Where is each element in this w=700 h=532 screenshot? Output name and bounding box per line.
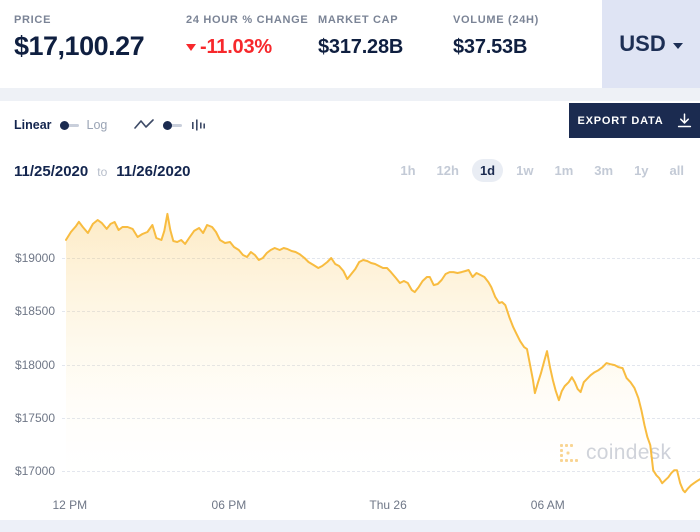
volume-value: $37.53B bbox=[453, 36, 528, 58]
time-range-all[interactable]: all bbox=[669, 163, 684, 178]
date-range-picker: 11/25/2020 to 11/26/2020 bbox=[14, 163, 191, 180]
charttype-toggle[interactable] bbox=[163, 120, 183, 130]
time-range-1m[interactable]: 1m bbox=[554, 163, 574, 178]
scale-toggle[interactable] bbox=[59, 120, 79, 130]
header-divider-band bbox=[0, 88, 700, 101]
stat-market-cap: MARKET CAP $317.28B bbox=[318, 14, 403, 59]
price-label: PRICE bbox=[14, 14, 52, 26]
price-line bbox=[65, 212, 700, 494]
date-range-row: 11/25/2020 to 11/26/2020 1h 12h 1d 1w 1m… bbox=[0, 155, 700, 195]
y-axis-label: $19000 bbox=[14, 251, 55, 265]
price-chart-panel: coindesk $19000$18500$18000$17500$170001… bbox=[0, 195, 700, 520]
price-value: $17,100.27 bbox=[14, 31, 145, 61]
triangle-down-icon bbox=[186, 44, 196, 51]
price-chart[interactable] bbox=[0, 195, 700, 520]
price-area-fill bbox=[66, 213, 700, 495]
export-data-label: EXPORT DATA bbox=[577, 114, 664, 127]
time-range-buttons: 1h 12h 1d 1w 1m 3m 1y all bbox=[392, 159, 692, 182]
time-range-1d[interactable]: 1d bbox=[471, 159, 504, 182]
stat-price: PRICE $17,100.27 bbox=[14, 14, 145, 62]
gridline bbox=[62, 258, 700, 259]
date-to-input[interactable]: 11/26/2020 bbox=[116, 163, 191, 180]
y-axis-label: $18000 bbox=[14, 357, 55, 372]
toggle-knob bbox=[163, 120, 173, 130]
linear-scale-label: Linear bbox=[14, 118, 52, 132]
x-axis-label: Thu 26 bbox=[369, 498, 407, 512]
y-axis-label: $17500 bbox=[14, 410, 55, 425]
toggle-knob bbox=[59, 120, 69, 130]
time-range-1h[interactable]: 1h bbox=[400, 163, 416, 178]
time-range-12h[interactable]: 12h bbox=[436, 163, 459, 178]
stat-volume: VOLUME (24H) $37.53B bbox=[453, 14, 539, 59]
stat-change: 24 HOUR % CHANGE -11.03% bbox=[186, 14, 308, 59]
scale-and-charttype-controls: Linear Log bbox=[14, 117, 206, 133]
time-range-3m[interactable]: 3m bbox=[594, 163, 614, 178]
change-value: -11.03% bbox=[200, 36, 272, 58]
market-cap-value: $317.28B bbox=[318, 36, 404, 58]
currency-value: USD bbox=[619, 31, 666, 56]
change-label: 24 HOUR % CHANGE bbox=[186, 14, 309, 26]
y-axis-label: $18500 bbox=[14, 304, 55, 319]
toggle-track bbox=[169, 123, 183, 127]
time-range-1y[interactable]: 1y bbox=[634, 163, 649, 178]
bottom-divider-band bbox=[0, 520, 700, 532]
change-value-wrap: -11.03% bbox=[186, 36, 308, 59]
candlestick-chart-icon[interactable] bbox=[190, 117, 206, 133]
chevron-down-icon bbox=[672, 43, 683, 49]
time-range-1w[interactable]: 1w bbox=[516, 163, 534, 178]
y-axis-label: $17000 bbox=[14, 464, 55, 478]
toggle-track bbox=[65, 123, 79, 127]
x-axis-label: 12 PM bbox=[52, 498, 88, 512]
x-axis-label: 06 PM bbox=[211, 498, 247, 512]
date-from-input[interactable]: 11/25/2020 bbox=[14, 163, 89, 180]
download-icon bbox=[677, 113, 691, 128]
x-axis-label: 06 AM bbox=[530, 498, 565, 512]
currency-dropdown[interactable]: USD bbox=[602, 0, 700, 88]
market-cap-label: MARKET CAP bbox=[318, 14, 399, 26]
line-chart-icon[interactable] bbox=[133, 117, 155, 133]
log-scale-label: Log bbox=[86, 118, 108, 132]
chart-controls-row: Linear Log EXPORT DATA bbox=[0, 101, 700, 155]
export-data-button[interactable]: EXPORT DATA bbox=[569, 103, 700, 138]
volume-label: VOLUME (24H) bbox=[453, 14, 540, 26]
price-stats-header: PRICE $17,100.27 24 HOUR % CHANGE -11.03… bbox=[0, 0, 700, 88]
date-to-label: to bbox=[97, 164, 108, 179]
